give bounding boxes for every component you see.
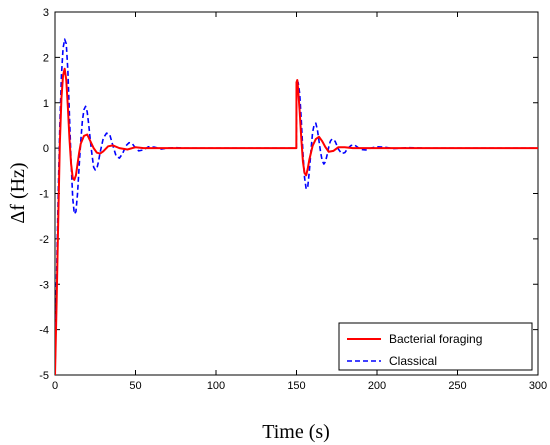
legend-box bbox=[338, 322, 533, 371]
x-tick-label: 250 bbox=[448, 380, 466, 392]
series-layer bbox=[55, 38, 538, 375]
legend-label: Classical bbox=[389, 354, 437, 368]
legend-label: Bacterial foraging bbox=[389, 332, 482, 346]
plot-area bbox=[54, 11, 539, 376]
y-axis-label: Δf (Hz) bbox=[7, 162, 29, 223]
y-tick-label: 2 bbox=[43, 52, 49, 64]
y-tick-label: 1 bbox=[43, 98, 49, 110]
x-axis-label: Time (s) bbox=[262, 421, 330, 443]
y-tick-label: -5 bbox=[39, 370, 49, 382]
x-tick-label: 50 bbox=[129, 380, 141, 392]
y-tick-label: -3 bbox=[39, 279, 49, 291]
y-tick-label: -1 bbox=[39, 189, 49, 201]
y-tick-label: 3 bbox=[43, 7, 49, 19]
x-tick-label: 150 bbox=[287, 380, 305, 392]
y-tick-label: 0 bbox=[43, 143, 49, 155]
y-tick-label: -2 bbox=[39, 234, 49, 246]
x-tick-label: 200 bbox=[368, 380, 386, 392]
series-line-bacterial-foraging bbox=[55, 67, 538, 375]
ticks: 0 50 100 150 200 250 300 -5 -4 -3 -2 -1 0 1 2 3 bbox=[39, 7, 547, 392]
x-tick-label: 0 bbox=[52, 380, 58, 392]
legend: Bacterial foraging Classical bbox=[338, 322, 533, 371]
x-tick-label: 100 bbox=[207, 380, 225, 392]
x-tick-label: 300 bbox=[529, 380, 547, 392]
y-tick-label: -4 bbox=[39, 325, 49, 337]
